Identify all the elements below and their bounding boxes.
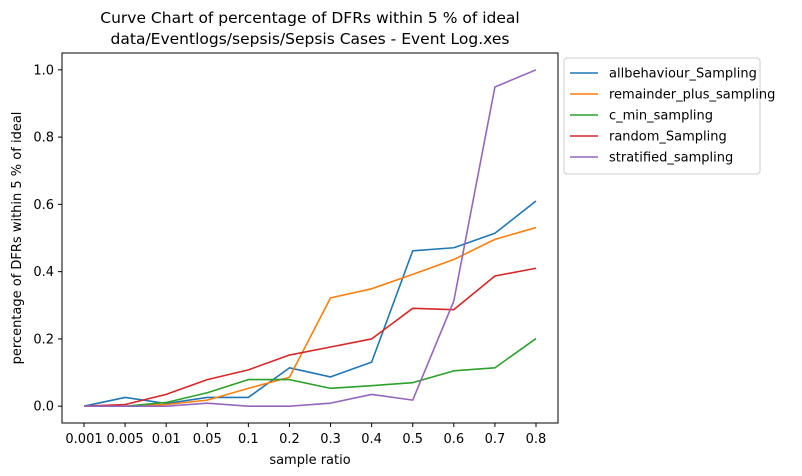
legend-label-c_min_sampling: c_min_sampling	[609, 109, 713, 124]
legend-box	[563, 57, 761, 175]
x-tick-label: 0.8	[526, 432, 547, 447]
y-tick-label: 0.8	[33, 131, 54, 146]
chart-subtitle: data/Eventlogs/sepsis/Sepsis Cases - Eve…	[111, 30, 510, 48]
chart-title: Curve Chart of percentage of DFRs within…	[100, 9, 519, 27]
x-tick-label: 0.05	[193, 432, 222, 447]
legend-label-allbehaviour_Sampling: allbehaviour_Sampling	[609, 67, 757, 82]
x-tick-label: 0.3	[320, 432, 341, 447]
x-tick-label: 0.5	[402, 432, 423, 447]
series-line-random_Sampling	[83, 267, 537, 407]
x-tick-label: 0.1	[238, 432, 259, 447]
series-line-remainder_plus_sampling	[84, 226, 537, 407]
x-axis-label: sample ratio	[269, 453, 350, 468]
legend-items: allbehaviour_Sampling remainder_plus_samp…	[570, 67, 775, 166]
y-tick-label: 0.4	[33, 265, 54, 280]
series-line-allbehaviour_Sampling	[83, 200, 537, 407]
x-tick-label: 0.001	[65, 432, 102, 447]
plot-frame	[61, 52, 559, 424]
legend-label-remainder_plus_sampling: remainder_plus_sampling	[609, 88, 775, 103]
x-tick-label: 0.4	[361, 432, 382, 447]
y-axis-label: percentage of DFRs within 5 % of ideal	[10, 112, 25, 365]
y-tick-label: 1.0	[33, 63, 54, 78]
x-tick-label: 0.2	[279, 432, 300, 447]
series-layer	[83, 69, 537, 407]
series-line-c_min_sampling	[84, 337, 537, 407]
legend-label-random_Sampling: random_Sampling	[609, 130, 727, 145]
series-line-stratified_sampling	[84, 69, 537, 407]
y-tick-label: 0.2	[33, 332, 54, 347]
y-axis: 0.0 0.2 0.4 0.6 0.8 1.0	[33, 63, 62, 415]
x-tick-label: 0.6	[443, 432, 464, 447]
x-tick-label: 0.7	[485, 432, 506, 447]
y-tick-label: 0.6	[33, 198, 54, 213]
x-tick-label: 0.01	[152, 432, 181, 447]
x-tick-label: 0.005	[106, 432, 143, 447]
x-axis: 0.001 0.005 0.01 0.05 0.1 0.2 0.3 0.4 0.5 0.6 0.7 0…	[65, 423, 546, 447]
y-tick-label: 0.0	[33, 400, 54, 415]
legend: allbehaviour_Sampling remainder_plus_samp…	[563, 57, 775, 175]
legend-label-stratified_sampling: stratified_sampling	[609, 151, 733, 166]
